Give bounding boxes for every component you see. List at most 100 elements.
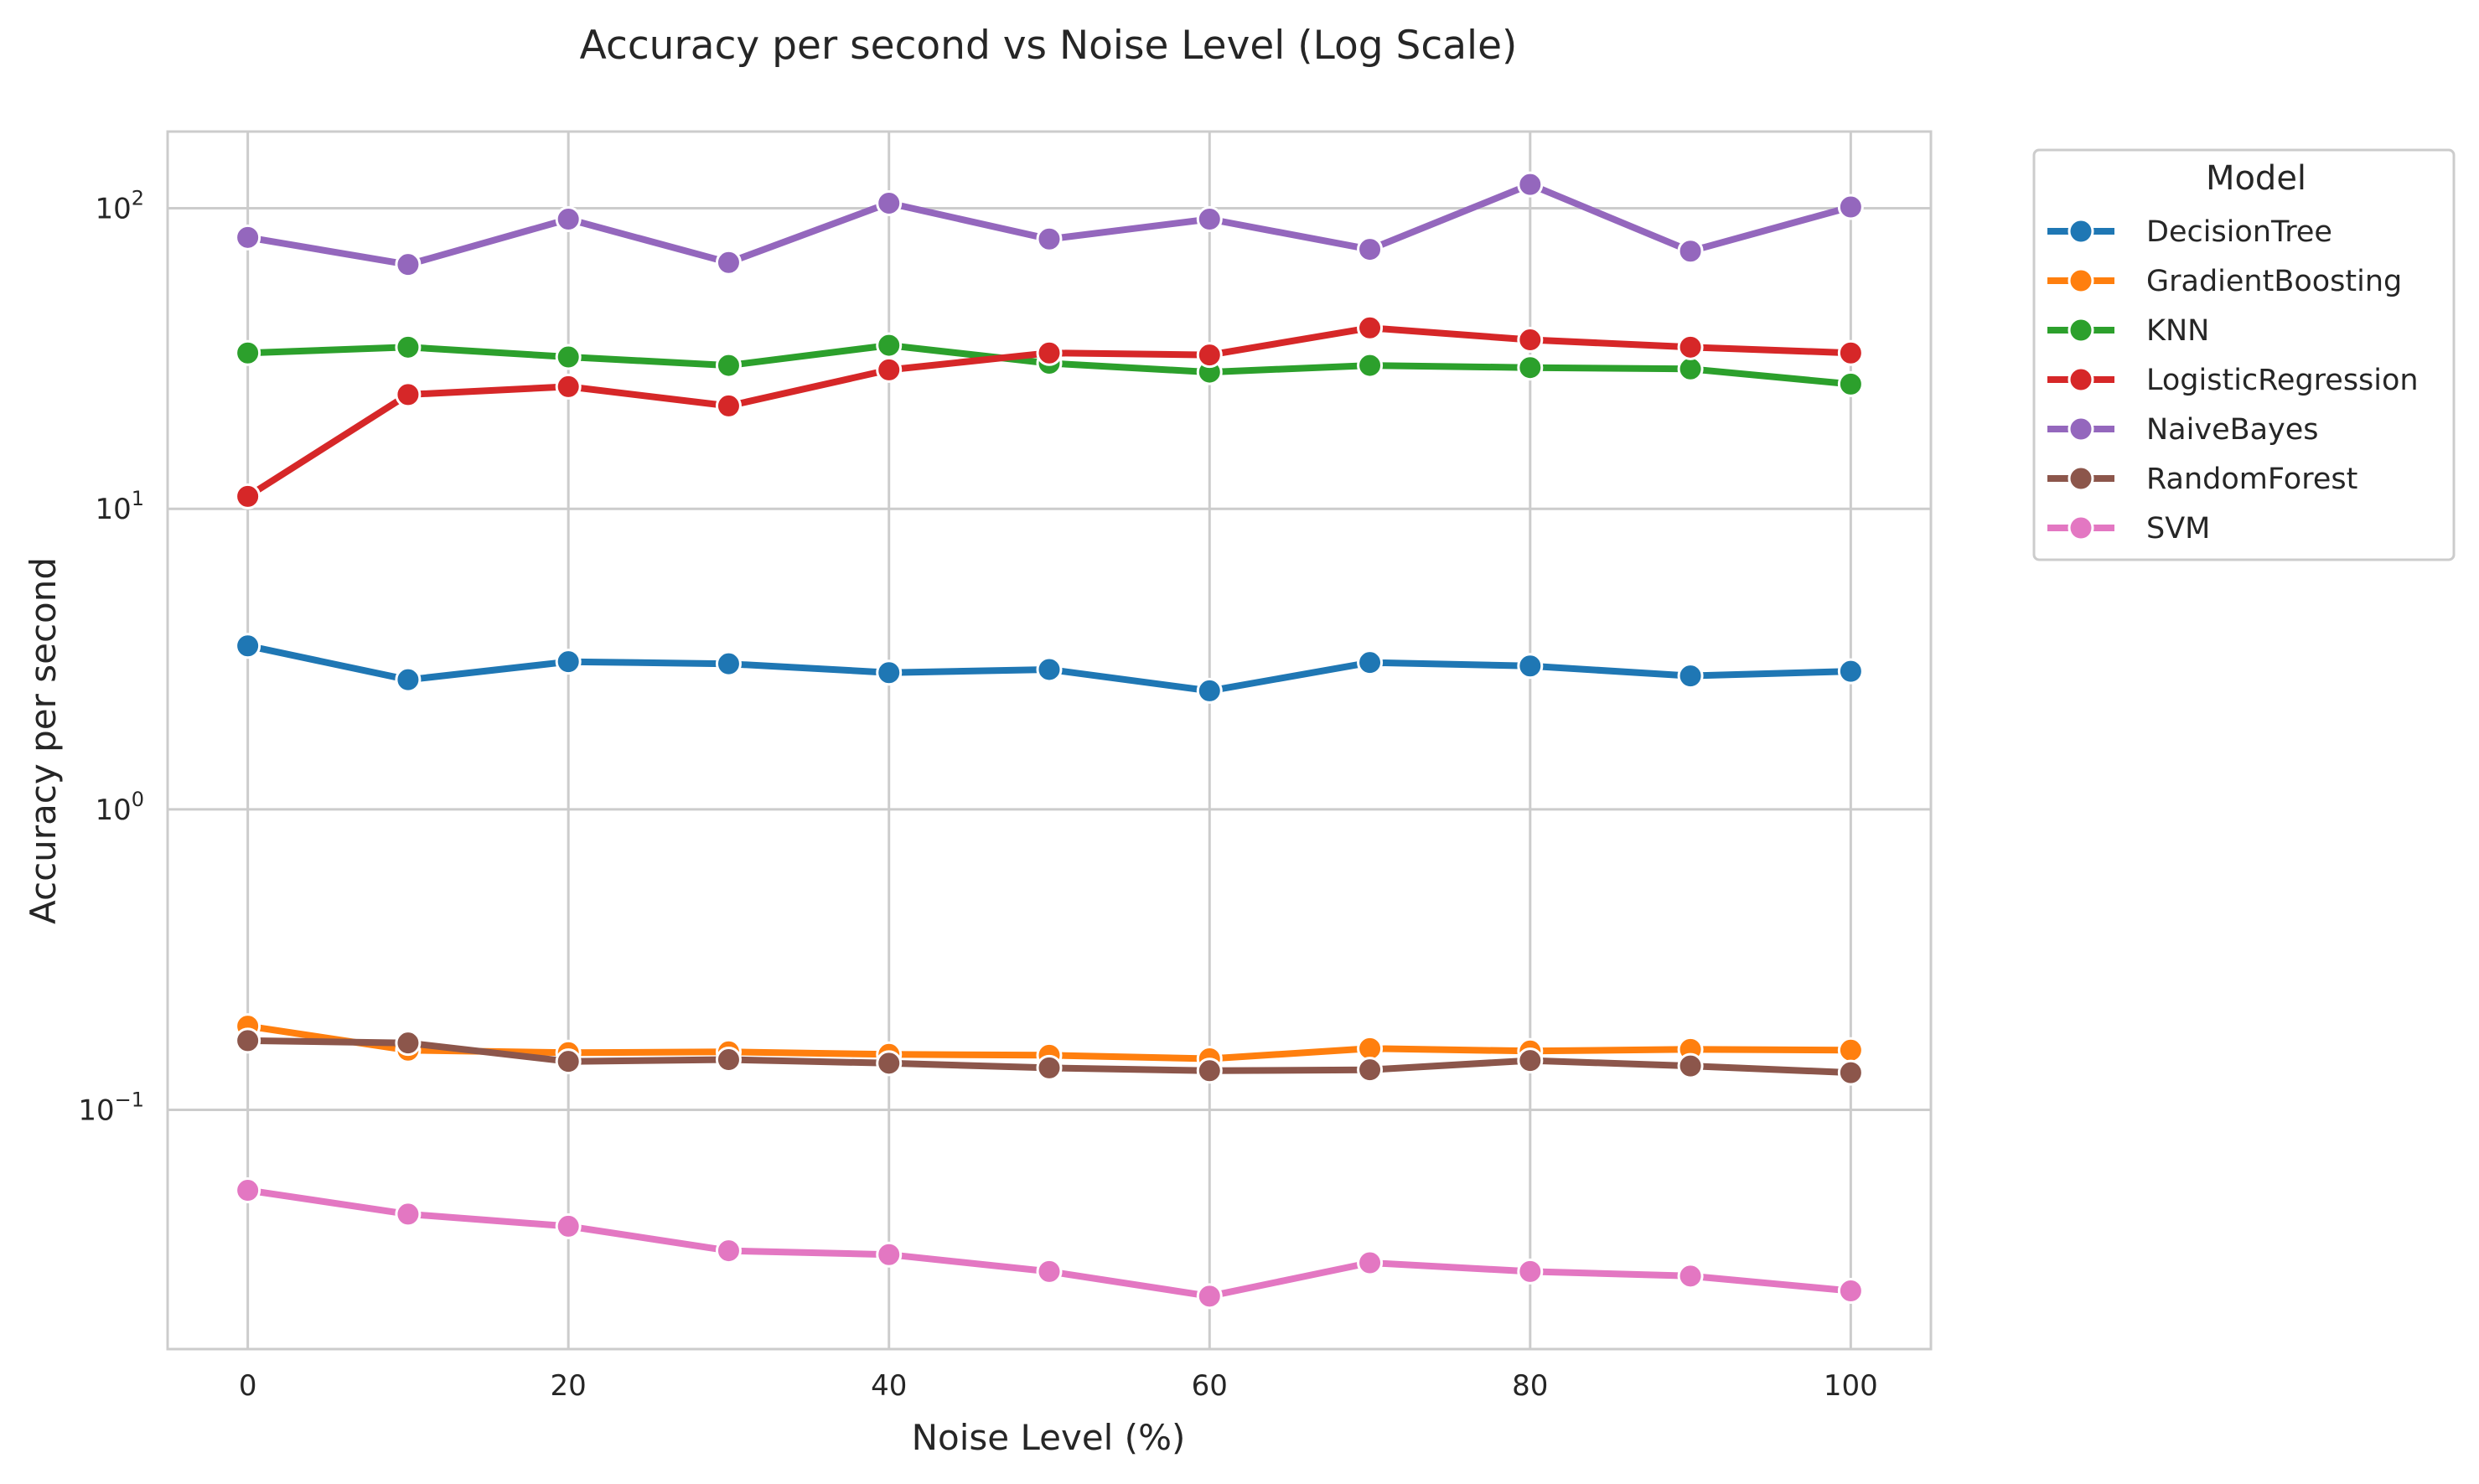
data-point-svm xyxy=(1357,1249,1384,1276)
data-point-decisiontree xyxy=(235,633,261,659)
x-tick-label: 80 xyxy=(1512,1369,1548,1403)
data-point-knn xyxy=(395,334,422,360)
data-point-decisiontree xyxy=(1517,653,1544,680)
series-decisiontree xyxy=(235,633,1864,704)
plot-area xyxy=(166,130,1933,1351)
x-tick-label: 60 xyxy=(1192,1369,1228,1403)
data-point-decisiontree xyxy=(1196,677,1223,704)
y-tick-label: 100 xyxy=(95,788,144,827)
data-point-randomforest xyxy=(1357,1057,1384,1083)
legend-label: SVM xyxy=(2146,512,2210,546)
data-point-svm xyxy=(715,1238,742,1264)
y-tick-label: 10−1 xyxy=(78,1088,144,1128)
data-point-naivebayes xyxy=(1036,225,1063,252)
data-point-knn xyxy=(1837,370,1864,397)
data-point-randomforest xyxy=(1196,1057,1223,1084)
data-point-logisticregression xyxy=(876,356,903,383)
y-tick-label: 101 xyxy=(95,487,144,526)
data-point-svm xyxy=(1196,1283,1223,1310)
data-point-svm xyxy=(1677,1263,1704,1290)
legend-title: Model xyxy=(2206,159,2306,198)
legend-marker xyxy=(2068,465,2094,492)
data-point-gradientboosting xyxy=(1357,1035,1384,1062)
series-naivebayes xyxy=(235,171,1864,278)
data-point-logisticregression xyxy=(1357,314,1384,341)
legend-label: LogisticRegression xyxy=(2146,364,2419,397)
series xyxy=(235,171,1864,1310)
data-point-knn xyxy=(715,352,742,379)
data-point-randomforest xyxy=(395,1030,422,1057)
data-point-knn xyxy=(1517,354,1544,381)
data-point-logisticregression xyxy=(1837,339,1864,366)
legend-marker xyxy=(2068,416,2094,442)
y-axis-label: Accuracy per second xyxy=(23,557,64,924)
x-axis-label: Noise Level (%) xyxy=(912,1417,1186,1458)
x-tick-label: 100 xyxy=(1824,1369,1878,1403)
legend: Model DecisionTree GradientBoosting KNN Log… xyxy=(2032,148,2456,561)
legend-item-knn: KNN xyxy=(2047,314,2209,348)
data-point-randomforest xyxy=(1036,1054,1063,1081)
data-point-svm xyxy=(1036,1258,1063,1285)
legend-marker xyxy=(2068,267,2094,294)
legend-label: KNN xyxy=(2146,314,2209,348)
data-point-decisiontree xyxy=(876,659,903,686)
legend-item-gradientboosting: GradientBoosting xyxy=(2047,265,2402,298)
data-point-naivebayes xyxy=(395,251,422,278)
legend-frame xyxy=(2032,148,2456,561)
data-point-decisiontree xyxy=(1036,656,1063,683)
data-point-naivebayes xyxy=(715,249,742,276)
legend-item-decisiontree: DecisionTree xyxy=(2047,215,2332,249)
series-randomforest xyxy=(235,1027,1864,1086)
data-point-knn xyxy=(555,344,582,370)
data-point-svm xyxy=(876,1241,903,1268)
x-tick-label: 40 xyxy=(871,1369,907,1403)
data-point-decisiontree xyxy=(1837,658,1864,685)
data-point-logisticregression xyxy=(1677,334,1704,360)
legend-marker xyxy=(2068,514,2094,541)
data-point-randomforest xyxy=(876,1050,903,1077)
data-point-knn xyxy=(876,332,903,359)
legend-marker xyxy=(2068,317,2094,344)
legend-item-svm: SVM xyxy=(2047,512,2210,546)
series-svm xyxy=(235,1177,1864,1310)
y-axis: 10−1 100 101 102 xyxy=(78,187,144,1128)
x-tick-label: 20 xyxy=(551,1369,587,1403)
data-point-decisiontree xyxy=(395,666,422,693)
data-point-logisticregression xyxy=(1196,342,1223,369)
legend-label: RandomForest xyxy=(2146,463,2357,496)
data-point-logisticregression xyxy=(715,392,742,419)
legend-marker xyxy=(2068,366,2094,393)
data-point-randomforest xyxy=(555,1048,582,1075)
data-point-gradientboosting xyxy=(1837,1037,1864,1063)
data-point-knn xyxy=(1357,352,1384,379)
data-point-svm xyxy=(395,1201,422,1228)
data-point-logisticregression xyxy=(1517,327,1544,354)
data-point-svm xyxy=(1517,1258,1544,1285)
series-line-naivebayes xyxy=(244,181,1855,268)
data-point-logisticregression xyxy=(1036,339,1063,366)
legend-item-logisticregression: LogisticRegression xyxy=(2047,364,2419,397)
data-point-logisticregression xyxy=(395,381,422,408)
data-point-randomforest xyxy=(1677,1052,1704,1079)
data-point-logisticregression xyxy=(235,483,261,509)
data-point-knn xyxy=(235,339,261,366)
data-point-naivebayes xyxy=(1357,236,1384,263)
legend-item-randomforest: RandomForest xyxy=(2047,463,2357,496)
data-point-randomforest xyxy=(1517,1047,1544,1074)
y-tick-label: 102 xyxy=(95,187,144,226)
data-point-naivebayes xyxy=(1196,206,1223,233)
chart-title: Accuracy per second vs Noise Level (Log … xyxy=(580,23,1518,69)
data-point-randomforest xyxy=(235,1027,261,1054)
legend-label: NaiveBayes xyxy=(2146,413,2319,447)
data-point-decisiontree xyxy=(715,650,742,677)
x-axis: 0 20 40 60 80 100 xyxy=(239,1369,1878,1403)
data-point-naivebayes xyxy=(1677,238,1704,265)
data-point-svm xyxy=(555,1213,582,1239)
data-point-decisiontree xyxy=(555,649,582,675)
data-point-randomforest xyxy=(1837,1059,1864,1086)
legend-item-naivebayes: NaiveBayes xyxy=(2047,413,2319,447)
grid xyxy=(168,132,1931,1349)
data-point-naivebayes xyxy=(876,189,903,216)
data-point-decisiontree xyxy=(1677,663,1704,690)
